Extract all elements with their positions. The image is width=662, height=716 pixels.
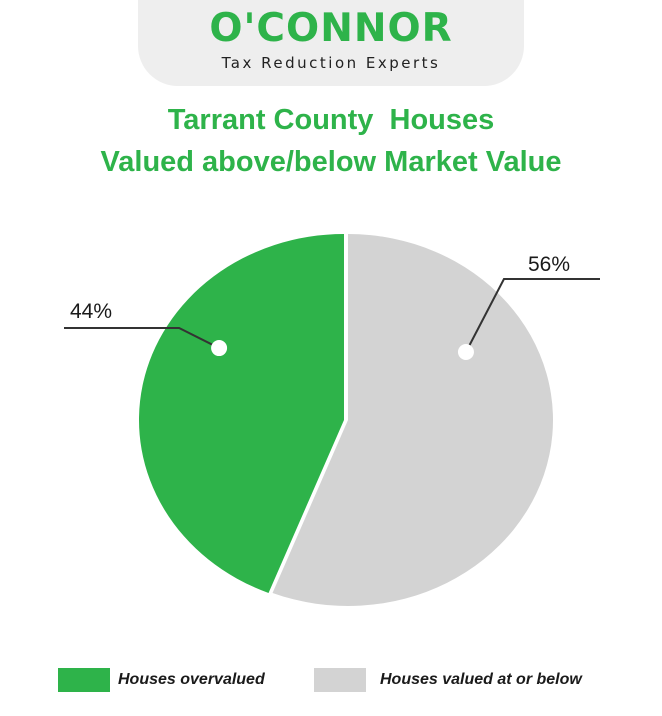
callout-line-valued-at-or-below (465, 278, 600, 353)
callout-dot-overvalued (211, 340, 228, 357)
legend-swatch-overvalued (58, 668, 110, 692)
pie-slice-valued-at-or-below (272, 234, 553, 606)
legend-swatch-valued-at-or-below (314, 668, 366, 692)
logo-wordmark: O'CONNOR (209, 6, 453, 51)
legend-label-valued-at-or-below: Houses valued at or below (380, 671, 582, 688)
slice-value-label-valued-at-or-below: 56% (528, 253, 570, 276)
chart-title-line-1: Tarrant County Houses (167, 104, 495, 136)
pie-slices (138, 234, 553, 606)
legend-label-overvalued: Houses overvalued (118, 671, 265, 688)
slice-callouts: 44% 56% (64, 253, 600, 360)
logo-banner: O'CONNOR Tax Reduction Experts (138, 0, 524, 86)
pie-slice-overvalued (138, 234, 344, 593)
chart-title-line-2: Valued above/below Market Value (100, 146, 562, 178)
callout-dot-valued-at-or-below (457, 343, 474, 360)
callout-line-overvalued (64, 327, 220, 349)
slice-value-label-overvalued: 44% (70, 300, 112, 323)
logo-tagline: Tax Reduction Experts (221, 54, 441, 72)
